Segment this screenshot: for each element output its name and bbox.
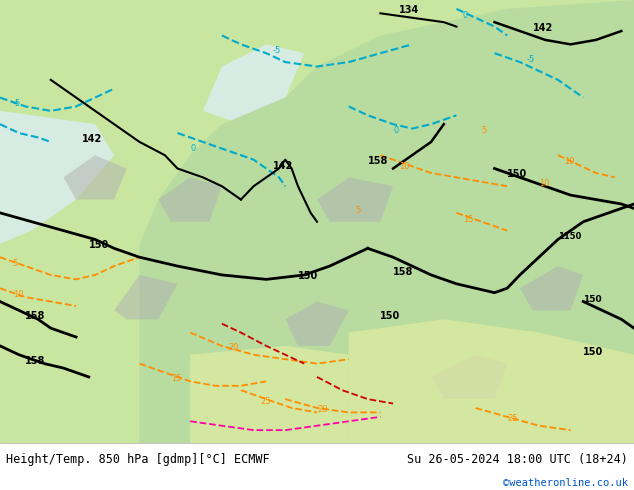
Text: 20: 20 (228, 343, 239, 352)
Text: 10: 10 (13, 290, 23, 299)
Text: -5: -5 (273, 46, 281, 55)
Text: 142: 142 (273, 161, 293, 171)
Text: 0: 0 (393, 126, 398, 135)
Polygon shape (431, 355, 507, 399)
Text: ©weatheronline.co.uk: ©weatheronline.co.uk (503, 478, 628, 488)
Polygon shape (158, 177, 222, 221)
Text: Su 26-05-2024 18:00 UTC (18+24): Su 26-05-2024 18:00 UTC (18+24) (407, 453, 628, 466)
Text: 158: 158 (25, 356, 46, 366)
Text: 5: 5 (482, 126, 487, 135)
Text: 15: 15 (171, 374, 182, 383)
Polygon shape (520, 266, 583, 311)
Text: 158: 158 (25, 311, 46, 321)
Polygon shape (139, 0, 634, 443)
Text: 10: 10 (564, 157, 575, 166)
Text: 150: 150 (380, 311, 401, 321)
Text: 134: 134 (399, 5, 420, 15)
Text: 15: 15 (463, 215, 474, 224)
Text: 25: 25 (507, 414, 518, 423)
Polygon shape (0, 111, 114, 244)
Polygon shape (158, 266, 412, 319)
Text: 142: 142 (533, 23, 553, 33)
Polygon shape (349, 319, 634, 443)
Text: 1150: 1150 (558, 232, 581, 242)
Text: 10: 10 (539, 179, 550, 188)
Text: -5: -5 (526, 55, 534, 64)
Text: 158: 158 (393, 267, 413, 277)
Polygon shape (507, 257, 558, 333)
Text: 150: 150 (89, 240, 109, 250)
Polygon shape (393, 221, 495, 257)
Text: -5: -5 (13, 99, 21, 108)
Polygon shape (203, 44, 304, 124)
Polygon shape (63, 155, 127, 199)
Text: 150: 150 (507, 170, 527, 179)
Text: 0: 0 (463, 11, 468, 20)
Text: 5: 5 (13, 259, 18, 268)
Text: 5: 5 (355, 206, 360, 215)
Text: 142: 142 (82, 134, 103, 144)
Text: 150: 150 (583, 347, 604, 357)
Text: 0: 0 (190, 144, 195, 153)
Text: 25: 25 (260, 396, 271, 406)
Text: 150: 150 (583, 294, 602, 303)
Text: 20: 20 (317, 405, 328, 415)
Polygon shape (285, 301, 349, 346)
Text: Height/Temp. 850 hPa [gdmp][°C] ECMWF: Height/Temp. 850 hPa [gdmp][°C] ECMWF (6, 453, 270, 466)
Text: 158: 158 (368, 156, 388, 166)
Text: 150: 150 (298, 271, 318, 281)
Polygon shape (0, 0, 634, 443)
Polygon shape (190, 346, 349, 443)
Polygon shape (317, 177, 393, 221)
Text: 10: 10 (399, 162, 410, 171)
Polygon shape (114, 275, 178, 319)
